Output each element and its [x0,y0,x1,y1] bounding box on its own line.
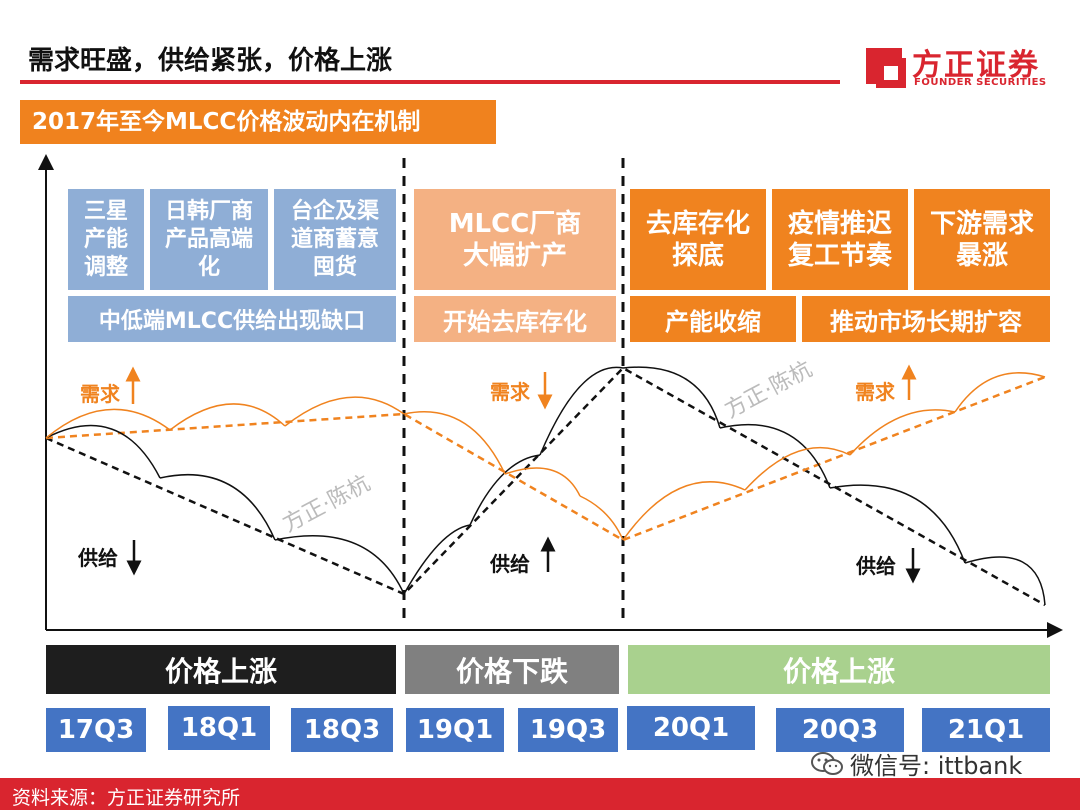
logo-text-en: FOUNDER SECURITIES [914,77,1047,88]
supply-wave [45,366,1046,606]
price-bar-fall: 价格下跌 [405,645,619,694]
supply-trend-line [45,366,1046,607]
demand-label-2: 需求 [490,380,530,404]
quarter-label: 19Q1 [406,708,504,752]
effect-box-market-expansion: 推动市场长期扩容 [802,296,1050,342]
footer-bar [0,778,1080,810]
demand-trend-line [45,375,1046,542]
cause-box-samsung: 三星 产能 调整 [68,189,144,290]
demand-label-1: 需求 [80,382,120,406]
effect-box-destock: 开始去库存化 [414,296,616,342]
diagram-subtitle: 2017年至今MLCC价格波动内在机制 [20,100,496,144]
wechat-icon [811,751,843,775]
cause-box-jp-kr: 日韩厂商 产品高端 化 [150,189,268,290]
wechat-watermark: 微信号: ittbank [810,746,1022,781]
effect-box-capacity-cut: 产能收缩 [630,296,796,342]
quarter-label: 20Q3 [776,708,904,752]
founder-logo-icon [866,48,906,88]
quarter-label: 18Q3 [291,708,393,752]
supply-label-1: 供给 [78,546,118,570]
title-rule [20,80,840,84]
demand-label-3: 需求 [855,380,895,404]
supply-label-3: 供给 [856,554,896,578]
price-bar-rise-2: 价格上涨 [628,645,1050,694]
source-note: 资料来源：方正证券研究所 [12,787,241,809]
price-bar-rise-1: 价格上涨 [46,645,396,694]
quarter-label: 19Q3 [518,708,618,752]
cause-box-expansion: MLCC厂商 大幅扩产 [414,189,616,290]
cause-box-pandemic: 疫情推迟 复工节奏 [772,189,908,290]
logo-text-cn: 方正证券 [912,48,1040,83]
supply-label-2: 供给 [490,552,530,576]
cause-box-hoarding: 台企及渠 道商蓄意 囤货 [274,189,396,290]
quarter-label: 18Q1 [168,706,270,750]
cause-box-demand-surge: 下游需求 暴涨 [914,189,1050,290]
quarter-label: 20Q1 [627,706,755,750]
wechat-id: 微信号: ittbank [850,752,1023,780]
cause-box-destock-bottom: 去库存化 探底 [630,189,766,290]
effect-box-shortage: 中低端MLCC供给出现缺口 [68,296,396,342]
demand-wave [45,372,1046,541]
page-title: 需求旺盛，供给紧张，价格上涨 [28,46,393,76]
quarter-label: 21Q1 [922,708,1050,752]
quarter-label: 17Q3 [46,708,146,752]
